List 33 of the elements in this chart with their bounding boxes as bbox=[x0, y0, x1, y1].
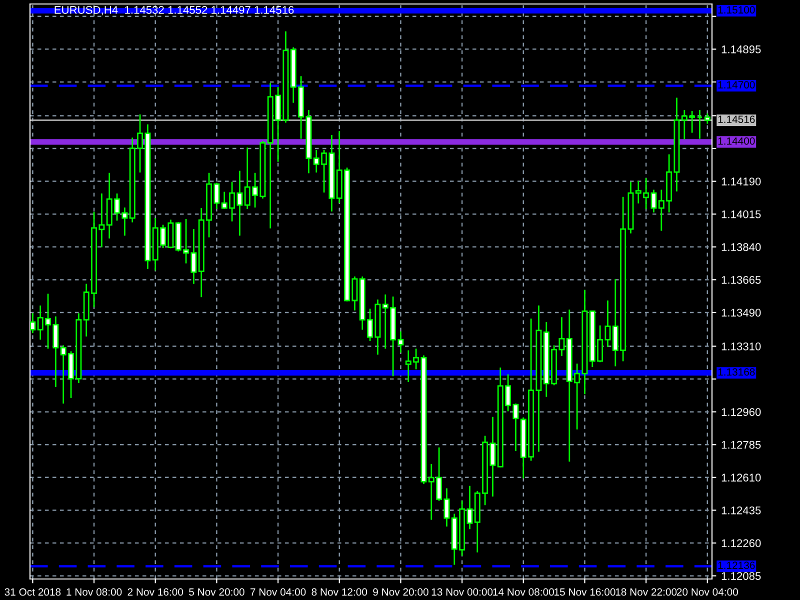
x-tick-label: 8 Nov 12:00 bbox=[312, 588, 368, 596]
y-tick-label: 1.12435 bbox=[722, 506, 761, 514]
x-tick-label: 15 Nov 16:00 bbox=[554, 588, 616, 596]
x-tick-label: 18 Nov 22:00 bbox=[616, 588, 677, 596]
x-tick-label: 2 Nov 16:00 bbox=[128, 588, 184, 596]
ref-line-label: 1.14516 bbox=[718, 116, 755, 123]
y-tick-label: 1.12085 bbox=[722, 572, 761, 580]
chart-title: EURUSD,H4 1.14532 1.14552 1.14497 1.14516 bbox=[54, 6, 294, 16]
y-tick-label: 1.12785 bbox=[722, 440, 761, 449]
x-tick-label: 9 Nov 20:00 bbox=[373, 588, 428, 596]
ref-line-label: 1.13168 bbox=[718, 368, 755, 376]
ref-line-label: 1.14700 bbox=[718, 81, 755, 89]
x-tick-label: 13 Nov 00:00 bbox=[432, 588, 493, 596]
x-tick-label: 14 Nov 08:00 bbox=[493, 588, 554, 596]
candlestick bbox=[696, 109, 703, 140]
x-tick-label: 20 Nov 04:00 bbox=[676, 588, 738, 596]
x-tick-label: 1 Nov 08:00 bbox=[66, 588, 122, 596]
y-tick-label: 1.13310 bbox=[722, 342, 761, 350]
y-tick-label: 1.14190 bbox=[722, 178, 761, 186]
y-tick-label: 1.13490 bbox=[722, 308, 761, 317]
y-tick-label: 1.14015 bbox=[722, 210, 761, 218]
y-tick-label: 1.12960 bbox=[722, 408, 761, 416]
y-tick-label: 1.14895 bbox=[722, 45, 761, 54]
ref-line-label: 1.15100 bbox=[718, 6, 755, 14]
x-tick-label: 5 Nov 20:00 bbox=[189, 588, 244, 596]
x-tick-label: 7 Nov 04:00 bbox=[250, 588, 306, 596]
y-tick-label: 1.13840 bbox=[722, 243, 761, 252]
ref-line-label: 1.14400 bbox=[718, 137, 755, 145]
y-tick-label: 1.12260 bbox=[722, 539, 761, 548]
x-tick-label: 31 Oct 2018 bbox=[4, 588, 61, 596]
y-tick-label: 1.12610 bbox=[722, 474, 761, 482]
y-tick-label: 1.13665 bbox=[722, 276, 761, 284]
ref-line-label: 1.12136 bbox=[718, 562, 755, 570]
